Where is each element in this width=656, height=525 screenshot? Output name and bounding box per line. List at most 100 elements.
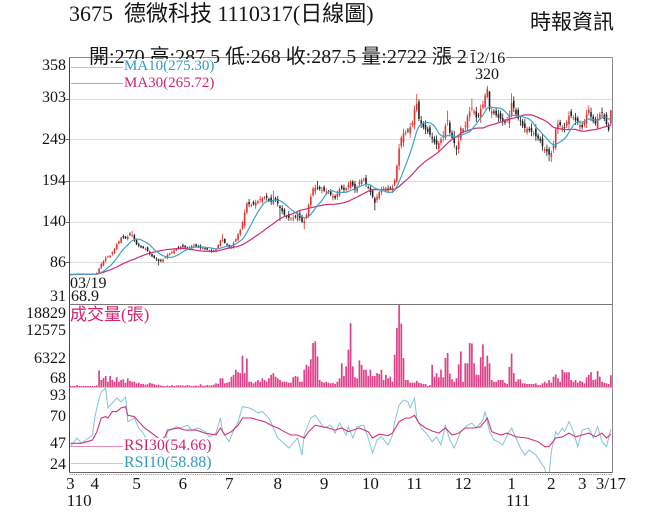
candle-body (592, 116, 595, 122)
candle-body (305, 214, 308, 218)
candle-body (274, 198, 277, 201)
volume-bar (424, 383, 427, 387)
rsi-tick-label: 24 (50, 456, 66, 473)
volume-bar (197, 385, 200, 387)
candle-body (497, 114, 500, 118)
volume-bar (276, 378, 279, 387)
candle-body (588, 109, 590, 113)
volume-bar (155, 385, 158, 387)
volume-bar (482, 344, 484, 387)
candle-body (188, 247, 191, 249)
candle-body (565, 121, 568, 126)
volume-bar (243, 373, 246, 387)
volume-bar (490, 380, 493, 387)
candle-body (118, 241, 120, 244)
volume-bar (237, 372, 239, 387)
volume-bar (433, 376, 436, 387)
candle-body (552, 145, 555, 149)
candle-body (415, 103, 418, 110)
candle-body (312, 188, 314, 196)
volume-bar (210, 385, 213, 387)
volume-bar (354, 377, 356, 387)
volume-bar (133, 381, 136, 387)
volume-bar (592, 380, 595, 387)
volume-bar (462, 381, 464, 387)
volume-bar (215, 383, 217, 387)
volume-bar (307, 366, 310, 387)
volume-bar (329, 383, 332, 387)
quote-low: 低:268 (225, 46, 281, 68)
candle-body (479, 109, 482, 119)
volume-bar (71, 386, 74, 387)
candle-body (453, 135, 456, 144)
candle-body (420, 120, 422, 124)
candle-body (179, 246, 182, 249)
candle-body (548, 149, 550, 155)
volume-bar (126, 378, 129, 387)
month-tick-label: 3 (577, 474, 587, 493)
volume-bar (230, 376, 233, 387)
volume-bar (552, 376, 555, 387)
volume-bar (568, 372, 570, 387)
volume-bar (199, 384, 202, 387)
volume-bar (263, 380, 266, 387)
rsi30-line (70, 406, 612, 448)
volume-bar (80, 386, 83, 387)
volume-bar (453, 381, 456, 387)
candle-body (340, 186, 343, 189)
volume-bar (471, 343, 473, 387)
volume-bar (292, 377, 295, 387)
candle-body (314, 187, 317, 192)
candle-body (546, 149, 548, 152)
volume-bar (91, 386, 94, 387)
ma10-line (70, 106, 611, 276)
volume-bar (173, 385, 175, 387)
candle-body (168, 253, 171, 255)
volume-bar (448, 373, 451, 387)
candle-body (568, 115, 570, 125)
candlesticks (70, 85, 612, 276)
volume-bar (182, 385, 184, 387)
candle-body (316, 187, 319, 189)
candle-body (583, 121, 586, 125)
candle-body (226, 244, 228, 246)
volume-bar (193, 385, 195, 387)
month-tick-label: 6 (178, 474, 188, 493)
candle-body (382, 187, 385, 189)
candle-body (151, 254, 153, 257)
volume-bar (579, 380, 581, 387)
volume-bar (369, 369, 372, 387)
candle-body (137, 244, 140, 246)
month-tick-label: 8 (273, 474, 283, 493)
volume-bar (100, 380, 103, 387)
candle-body (98, 268, 100, 274)
volume-bar (164, 385, 167, 387)
volume-bar (574, 380, 577, 387)
volume-tick-label: 12575 (26, 322, 66, 339)
candle-body (303, 220, 306, 224)
volume-bar (118, 381, 120, 387)
volume-bar (109, 376, 111, 387)
volume-bar (543, 381, 546, 387)
candle-body (252, 202, 255, 205)
volume-bar (301, 381, 303, 387)
candle-body (404, 132, 407, 134)
volume-bar (351, 366, 354, 387)
volume-bar (316, 356, 319, 387)
candle-body (221, 239, 224, 241)
volume-bar (378, 374, 381, 387)
volume-bar (570, 380, 573, 387)
volume-bar (598, 376, 601, 387)
candle-body (473, 111, 475, 113)
candle-body (349, 181, 352, 188)
volume-bar (415, 380, 418, 387)
volume-bar (175, 385, 178, 387)
volume-bar (345, 366, 347, 387)
volume-bar (298, 381, 301, 387)
candle-body (279, 206, 281, 209)
volume-bar (457, 364, 460, 387)
volume-bar (464, 363, 467, 387)
volume-bar (246, 358, 248, 387)
